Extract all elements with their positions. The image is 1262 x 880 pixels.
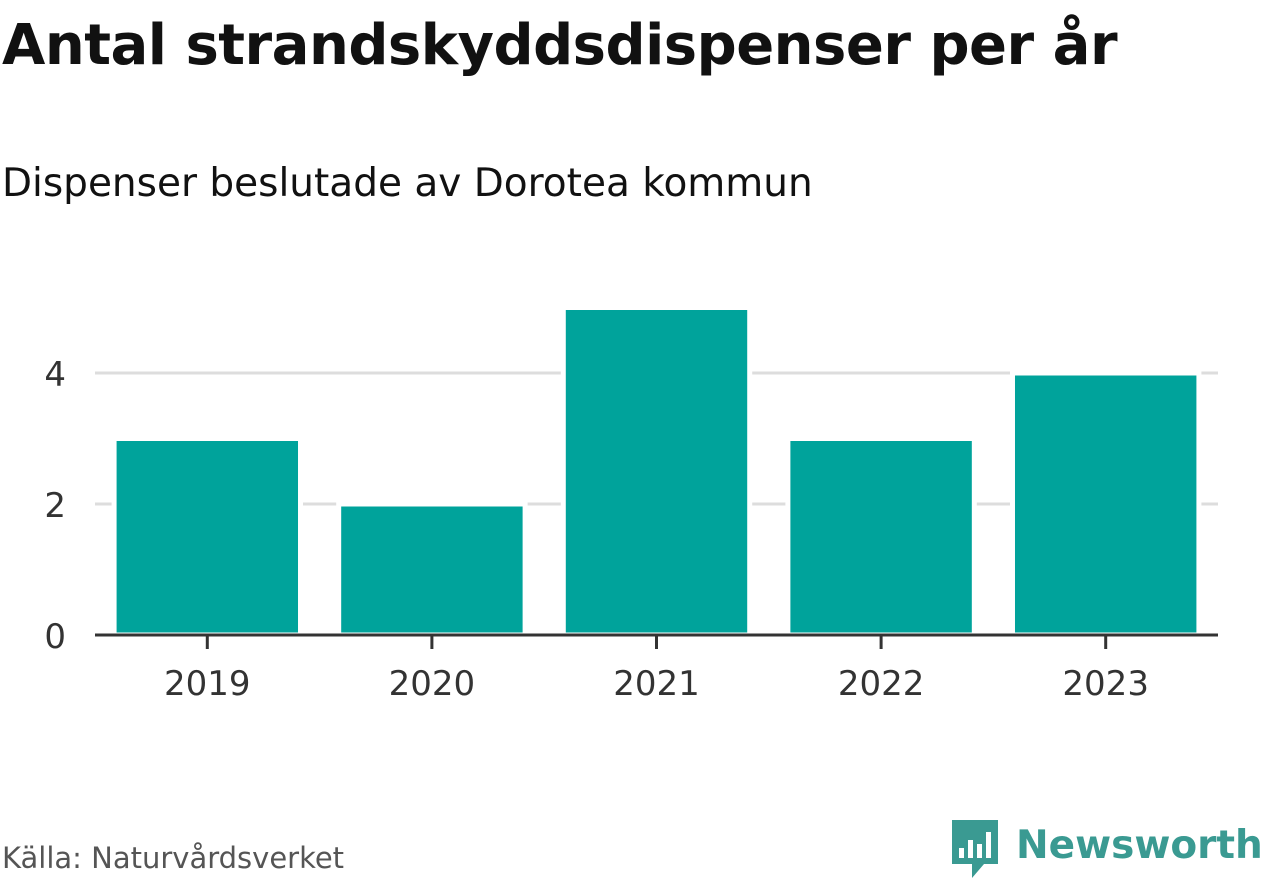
brand-name: Newsworthy [1016,823,1262,868]
bar [1009,370,1202,638]
axes: 0 2 4 2019 2020 2021 2022 2023 [44,355,1218,704]
chart-subtitle: Dispenser beslutade av Dorotea kommun [2,161,813,206]
chart-title: Antal strandskyddsdispenser per år [2,13,1118,78]
x-tick-label: 2019 [164,664,251,704]
bar [336,501,528,638]
bars [111,305,1202,638]
x-tick-label: 2021 [613,664,700,704]
y-tick-label: 4 [44,355,66,395]
y-tick-label: 2 [44,486,66,526]
y-tick-label: 0 [44,617,66,657]
x-tick-label: 2022 [838,664,925,704]
bar [111,436,304,638]
x-tick-label: 2020 [389,664,476,704]
newsworthy-logo-icon [952,820,998,878]
source-note: Källa: Naturvårdsverket [2,841,345,875]
x-tick-label: 2023 [1062,664,1149,704]
bar [560,305,753,638]
bar [785,436,977,638]
brand-logo: Newsworthy [950,818,1262,880]
